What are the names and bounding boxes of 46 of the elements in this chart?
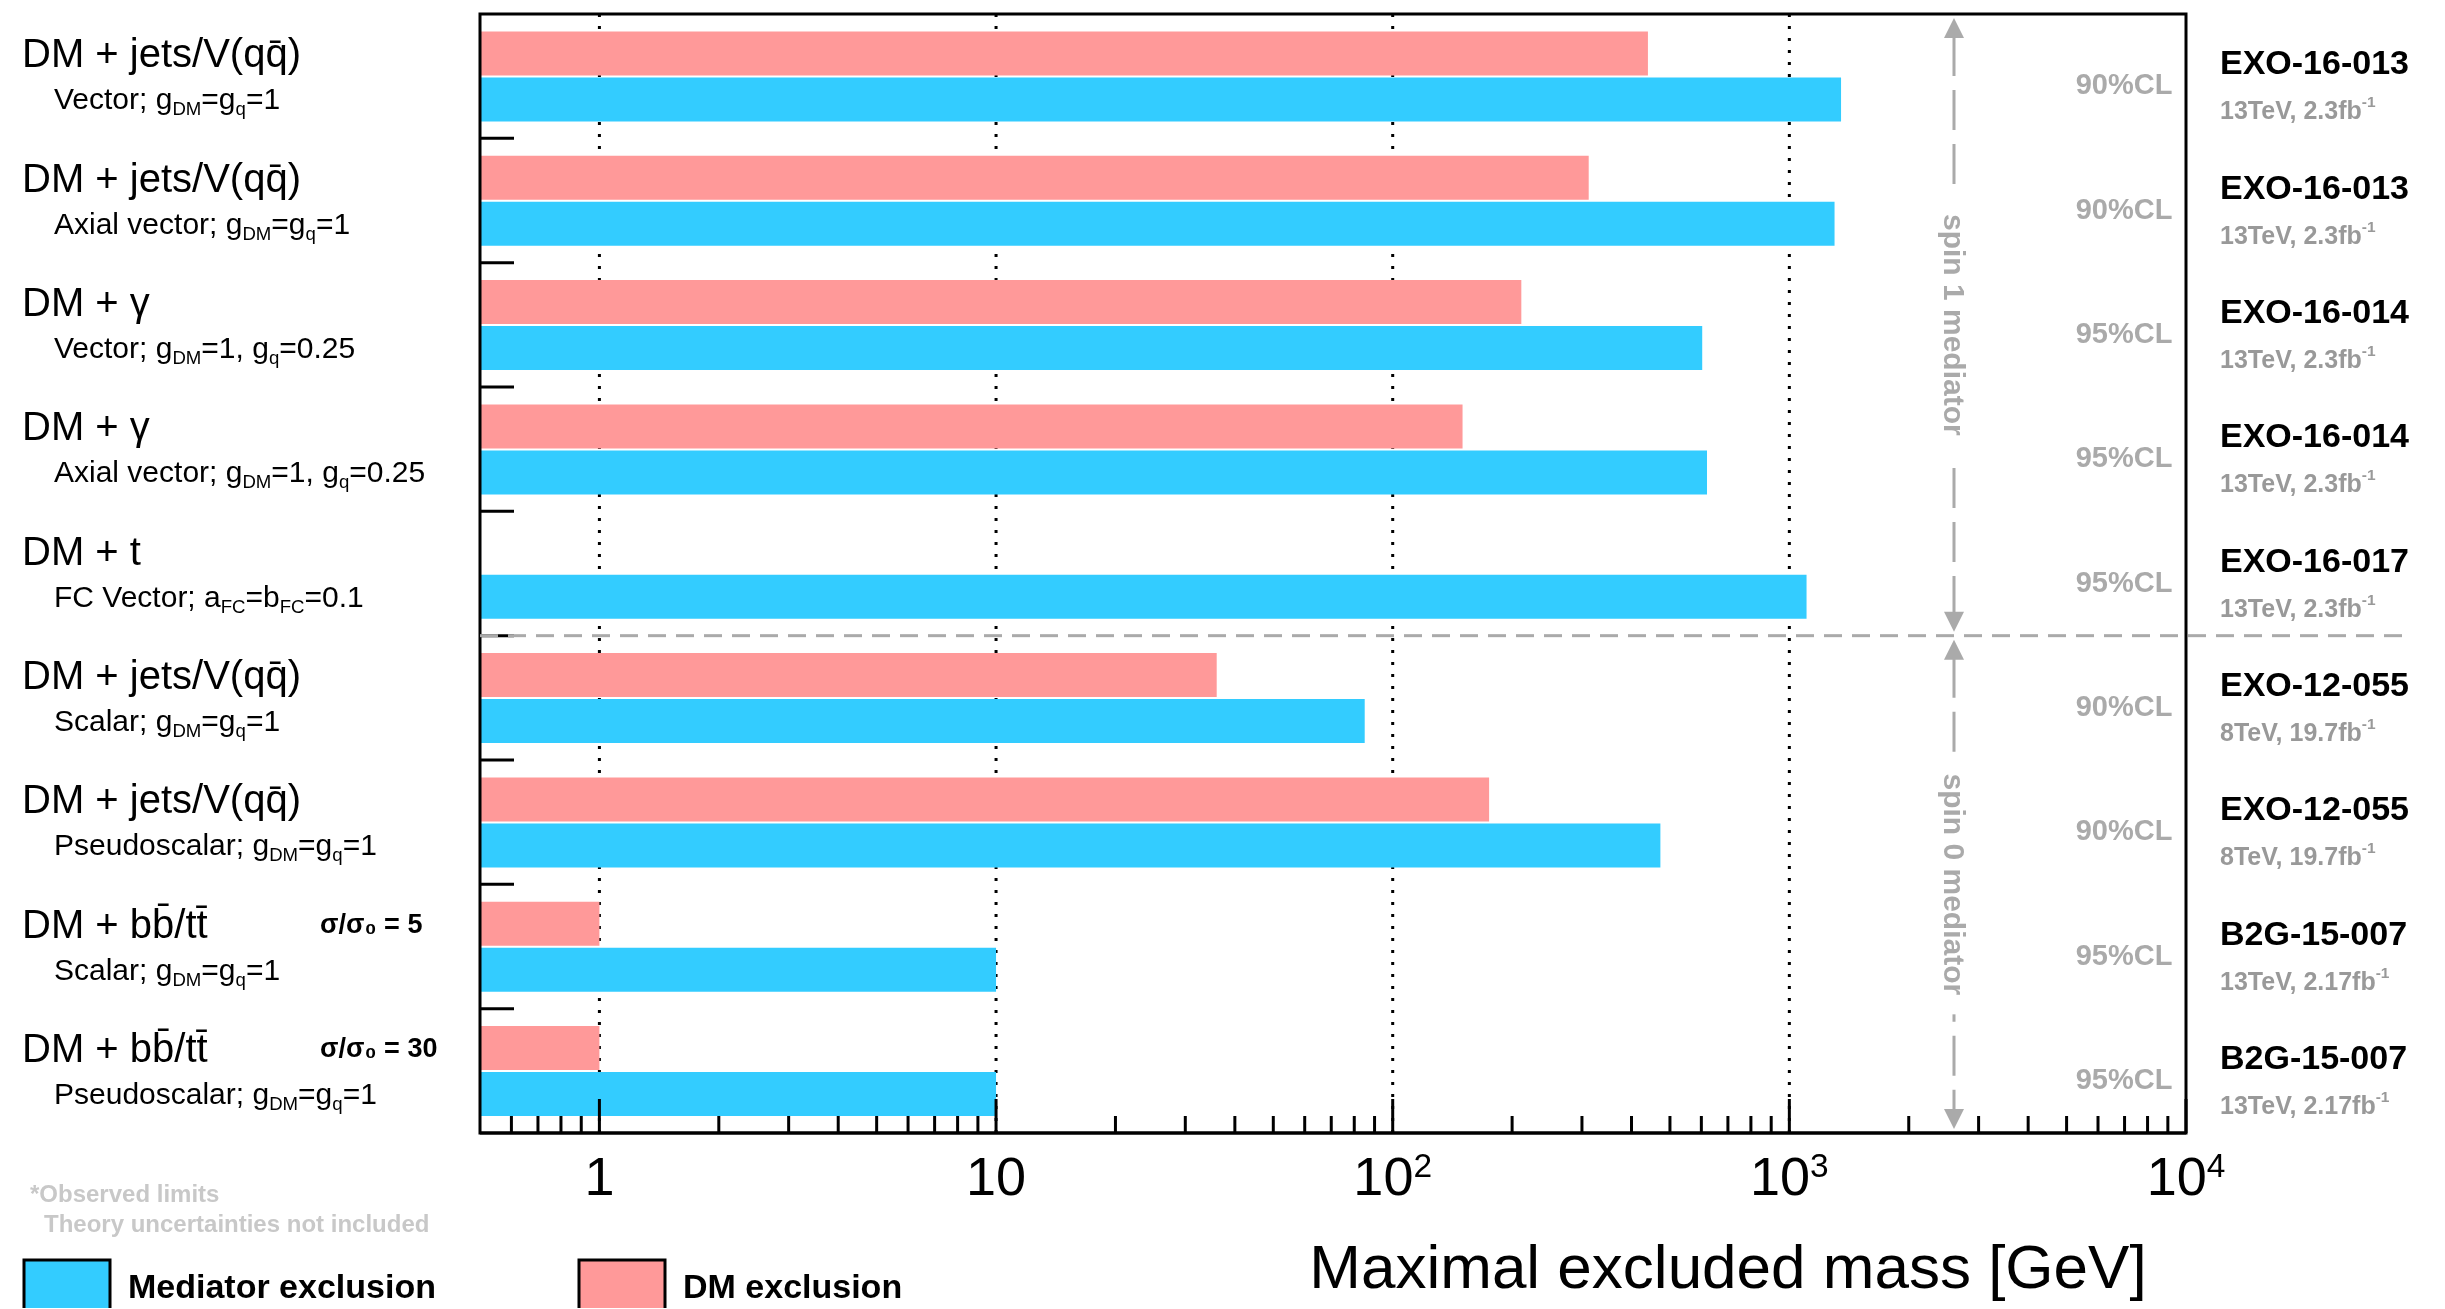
text: 13TeV, 2.3fb$^{-1}$ <box>2220 466 2376 498</box>
text: 8TeV, 19.7fb$^{-1}$ <box>2220 839 2376 871</box>
text: B2G-15-007 <box>2220 1037 2408 1076</box>
legend-label: DM exclusion <box>683 1267 903 1305</box>
y-tick-label: DM + jets/V(qq̄) Scalar; g$_{DM}$=g$_{q}$=1 <box>22 652 301 741</box>
y-tick-label: DM + jets/V(qq̄) Vector; g$_{DM}$=g$_{q}$=1 <box>22 31 301 120</box>
text: EXO-16-013 <box>2220 167 2409 206</box>
annotation: 95%CL <box>2075 1062 2173 1095</box>
y-tick-label: DM + γ Vector; g$_{DM}$=1, g$_{q}$=0.25 <box>22 279 356 368</box>
text: 13TeV, 2.3fb$^{-1}$ <box>2220 341 2376 373</box>
x-tick-label: 10$^{2}$ <box>1353 1146 1433 1206</box>
category-label: DM + bb̄/tt̄ σ/σ₀ = 30 Pseudoscalar; g$_{DM}$=g$_{q}$=1 <box>22 1025 438 1114</box>
y-tick-label: DM + jets/V(qq̄) Axial vector; g$_{DM}$=g$_{q}$=1 <box>22 155 351 244</box>
annotation: spin 0 mediator <box>1937 773 1971 996</box>
text: EXO-12-055 <box>2220 789 2409 828</box>
text: EXO-16-017 <box>2220 540 2409 579</box>
text: EXO-16-014 <box>2220 291 2410 330</box>
text: 8TeV, 19.7fb$^{-1}$ <box>2220 714 2376 746</box>
text: B2G-15-007 <box>2220 913 2408 952</box>
annotation: 90%CL <box>2075 68 2173 101</box>
annotation: 95%CL <box>2075 441 2173 474</box>
y-tick-label: DM + jets/V(qq̄) Pseudoscalar; g$_{DM}$=g$_{q}$=1 <box>22 777 377 866</box>
category-label: DM + bb̄/tt̄ σ/σ₀ = 5 Scalar; g$_{DM}$=g$_{q}$=1 <box>22 901 423 990</box>
text: EXO-16-014 <box>2220 416 2410 455</box>
annotation: spin 1 mediator <box>1937 213 1971 437</box>
text: 13TeV, 2.17fb$^{-1}$ <box>2220 963 2390 995</box>
text: 13TeV, 2.3fb$^{-1}$ <box>2220 590 2376 622</box>
annotation: 90%CL <box>2075 689 2173 722</box>
x-axis-title: Maximal excluded mass [GeV] <box>1309 1231 2147 1301</box>
annotation: 95%CL <box>2075 316 2173 349</box>
text: 13TeV, 2.17fb$^{-1}$ <box>2220 1087 2390 1119</box>
legend-label: Mediator exclusion <box>128 1267 436 1305</box>
y-tick-label: DM + t FC Vector; a$_{FC}$=b$_{FC}$=0.1 <box>22 528 364 617</box>
annotation: 90%CL <box>2075 814 2173 847</box>
x-tick-label: 10$^{4}$ <box>2146 1146 2226 1206</box>
annotation: 90%CL <box>2075 192 2173 225</box>
text: EXO-12-055 <box>2220 664 2409 703</box>
x-tick-label: 1 <box>584 1146 615 1206</box>
x-tick-label: 10$^{3}$ <box>1750 1146 1829 1206</box>
y-tick-label: DM + γ Axial vector; g$_{DM}$=1, g$_{q}$=0.25 <box>22 404 426 493</box>
annotation: 95%CL <box>2075 565 2173 598</box>
text: EXO-16-013 <box>2220 43 2409 82</box>
text: 13TeV, 2.3fb$^{-1}$ <box>2220 93 2376 125</box>
x-tick-label: 10 <box>966 1146 1027 1206</box>
text: 13TeV, 2.3fb$^{-1}$ <box>2220 217 2376 249</box>
annotation: 95%CL <box>2075 938 2173 971</box>
